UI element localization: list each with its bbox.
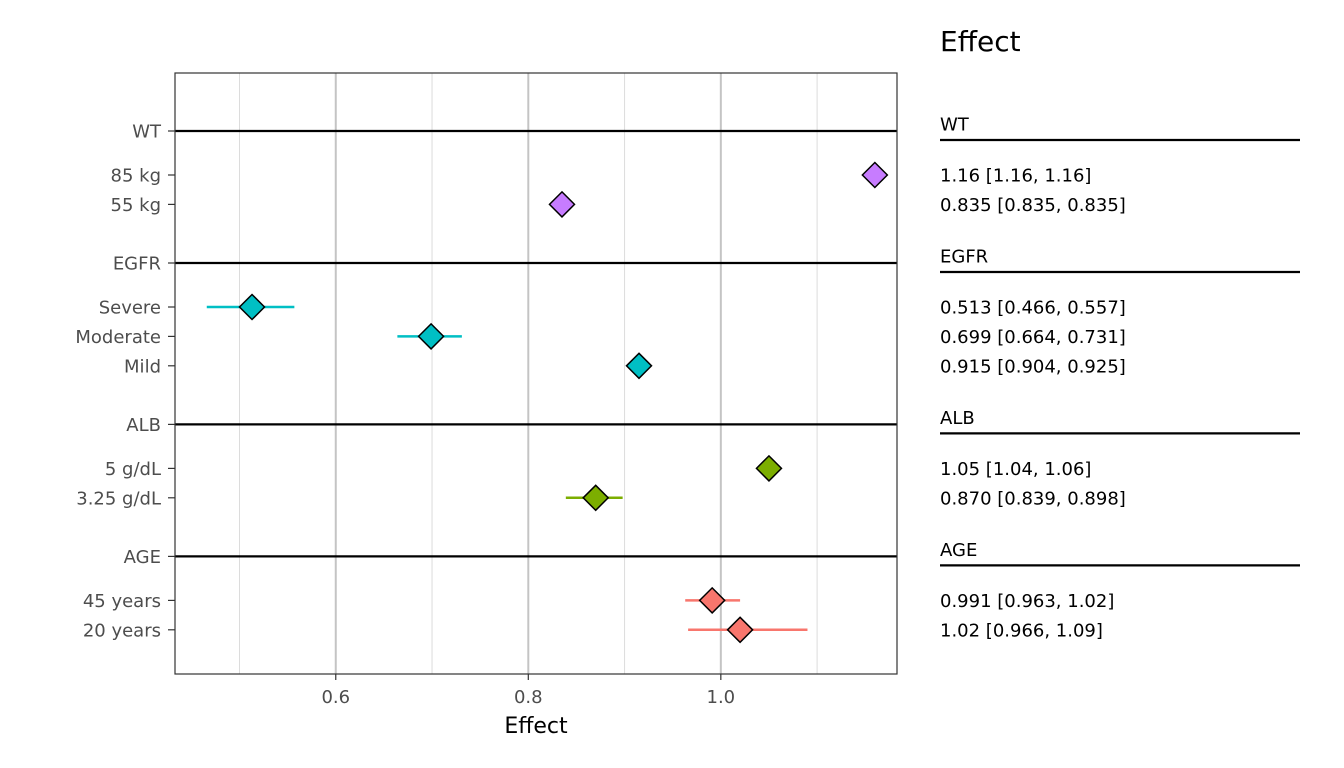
table-group-header-egfr: EGFR <box>940 247 988 268</box>
y-label-level: Mild <box>124 356 161 377</box>
table-value: 0.513 [0.466, 0.557] <box>940 298 1126 319</box>
plot-panel <box>175 73 897 674</box>
y-label-level: 85 kg <box>111 166 161 187</box>
point-estimate <box>582 484 610 512</box>
point-estimate <box>726 616 754 644</box>
y-label-level: 45 years <box>83 591 161 612</box>
x-axis-title: Effect <box>504 714 568 739</box>
table-value: 0.870 [0.839, 0.898] <box>940 488 1126 509</box>
table-value: 0.991 [0.963, 1.02] <box>940 591 1114 612</box>
x-tick-label: 0.6 <box>321 687 350 708</box>
table-value: 1.16 [1.16, 1.16] <box>940 166 1091 187</box>
grid-lines <box>238 73 818 674</box>
table-value: 1.05 [1.04, 1.06] <box>940 459 1091 480</box>
y-label-level: 3.25 g/dL <box>76 488 161 509</box>
y-label-group-wt: WT <box>132 122 162 143</box>
y-label-group-alb: ALB <box>126 415 161 436</box>
point-estimate <box>698 586 726 614</box>
y-axis-labels: WT 85 kg 55 kg EGFR Severe Moderate Mild ALB 5 g… <box>75 122 175 641</box>
x-tick-label: 0.8 <box>514 687 543 708</box>
y-label-level: 55 kg <box>111 195 161 216</box>
point-estimate <box>417 322 445 350</box>
table-value: 0.699 [0.664, 0.731] <box>940 327 1126 348</box>
y-label-level: Moderate <box>75 327 161 348</box>
table-group-header-alb: ALB <box>940 408 975 429</box>
point-estimates <box>238 161 889 644</box>
x-axis: 0.6 0.8 1.0 <box>321 674 735 708</box>
y-label-level: Severe <box>99 298 161 319</box>
point-estimate <box>625 352 653 380</box>
table-group-header-age: AGE <box>940 540 977 561</box>
panel-border <box>174 72 898 675</box>
y-label-group-egfr: EGFR <box>113 254 161 275</box>
point-estimate <box>238 293 266 321</box>
point-estimate <box>755 454 783 482</box>
point-estimate <box>861 161 889 189</box>
x-tick-label: 1.0 <box>707 687 736 708</box>
table-value: 0.835 [0.835, 0.835] <box>940 195 1126 216</box>
table-title: Effect <box>940 25 1021 58</box>
panel-background <box>175 73 897 674</box>
table-value: 0.915 [0.904, 0.925] <box>940 356 1126 377</box>
table-value: 1.02 [0.966, 1.09] <box>940 620 1103 641</box>
y-label-group-age: AGE <box>124 547 161 568</box>
y-label-level: 20 years <box>83 620 161 641</box>
table-group-header-wt: WT <box>940 115 970 136</box>
effect-table: Effect WT 1.16 [1.16, 1.16] 0.835 [0.835, … <box>940 25 1300 641</box>
group-separators <box>174 72 898 675</box>
point-estimate <box>548 190 576 218</box>
y-label-level: 5 g/dL <box>105 459 161 480</box>
